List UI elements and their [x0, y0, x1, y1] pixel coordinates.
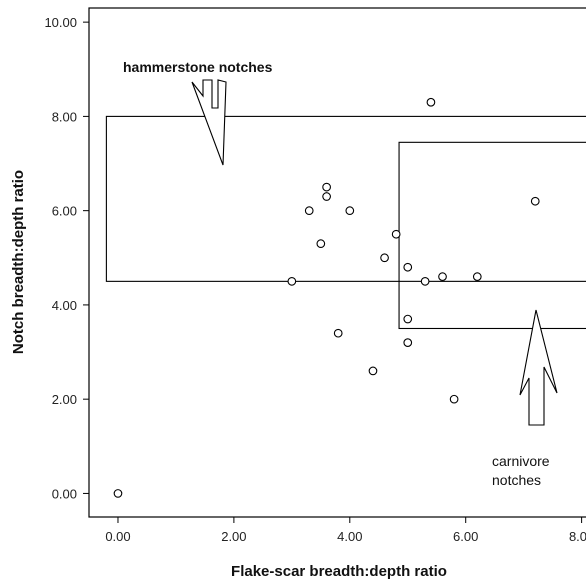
- data-point-16: [438, 272, 447, 281]
- carnivore-arrow: [519, 309, 558, 426]
- y-tick-label-2: 4.00: [52, 298, 77, 313]
- data-point-8: [368, 366, 378, 376]
- y-tick-label-4: 8.00: [52, 109, 77, 124]
- x-axis-ticks: 0.00 2.00 4.00 6.00 8.00: [105, 517, 586, 544]
- regions: [105, 115, 586, 330]
- data-point-13: [403, 338, 413, 347]
- x-axis-title: Flake-scar breadth:depth ratio: [231, 563, 447, 580]
- data-point-4: [322, 182, 331, 192]
- data-point-0: [113, 489, 123, 498]
- carnivore-annotation-line2: notches: [492, 472, 541, 488]
- data-point-7: [345, 206, 355, 216]
- x-tick-label-3: 6.00: [453, 529, 478, 544]
- data-point-9: [380, 253, 389, 263]
- carnivore-annotation-line1: carnivore: [492, 453, 550, 469]
- y-tick-label-0: 0.00: [52, 486, 77, 501]
- y-tick-label-5: 10.00: [44, 15, 77, 30]
- data-points: [113, 97, 540, 498]
- data-point-17: [449, 394, 459, 404]
- plot-frame: [88, 7, 586, 518]
- hammerstone-arrow: [191, 79, 227, 166]
- data-point-19: [530, 196, 540, 206]
- y-axis-ticks: 0.00 2.00 4.00 6.00 8.00 10.00: [44, 15, 89, 501]
- region-hammerstone: [105, 115, 586, 282]
- data-point-1: [287, 277, 297, 286]
- data-point-14: [420, 277, 430, 286]
- y-axis-title: Notch breadth:depth ratio: [10, 170, 27, 354]
- x-tick-label-2: 4.00: [337, 529, 362, 544]
- y-tick-label-1: 2.00: [52, 392, 77, 407]
- data-point-3: [316, 239, 326, 248]
- data-point-12: [403, 314, 413, 324]
- x-tick-label-1: 2.00: [221, 529, 246, 544]
- data-point-5: [322, 192, 331, 201]
- y-tick-label-3: 6.00: [52, 204, 77, 219]
- x-tick-label-0: 0.00: [105, 529, 130, 544]
- data-point-10: [391, 229, 401, 239]
- x-tick-label-4: 8.00: [569, 529, 586, 544]
- data-point-6: [333, 328, 343, 338]
- data-point-18: [472, 272, 482, 281]
- data-point-11: [403, 262, 413, 272]
- data-point-15: [426, 97, 436, 107]
- region-carnivore: [398, 141, 586, 330]
- data-point-2: [304, 206, 314, 216]
- hammerstone-annotation: hammerstone notches: [123, 59, 273, 75]
